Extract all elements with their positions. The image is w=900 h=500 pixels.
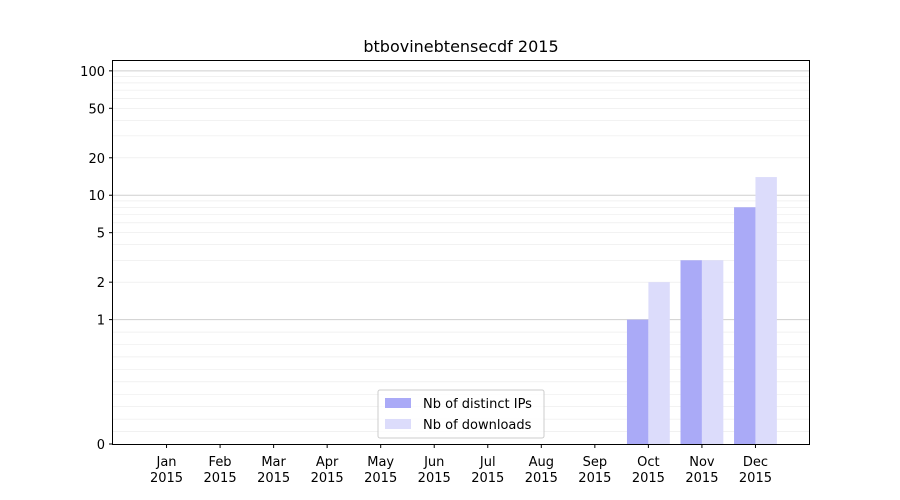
x-tick-label-year: 2015 [578,471,611,486]
legend-label-downloads: Nb of downloads [423,418,532,433]
x-tick-label-year: 2015 [739,471,772,486]
x-tick-label-month: Nov [689,455,715,470]
x-tick-label-year: 2015 [418,471,451,486]
legend-box [377,389,545,439]
x-tick-label-month: Jan [156,455,177,470]
y-tick-label: 100 [80,65,105,80]
y-tick-label: 5 [97,227,105,242]
x-tick-label-month: Jul [479,455,496,470]
legend-label-distinct-ips: Nb of distinct IPs [423,397,532,412]
x-tick-label-month: Sep [583,455,608,470]
x-tick-label-month: Oct [637,455,659,470]
legend-swatch-downloads [385,419,411,429]
x-tick-label-year: 2015 [471,471,504,486]
x-axis: Jan2015Feb2015Mar2015Apr2015May2015Jun20… [150,444,772,486]
x-tick-label-year: 2015 [204,471,237,486]
chart-title: btbovinebtensecdf 2015 [363,37,558,56]
x-tick-label-month: May [367,455,394,470]
x-tick-label-year: 2015 [150,471,183,486]
x-tick-label-month: Dec [743,455,768,470]
x-tick-label-year: 2015 [525,471,558,486]
y-tick-label: 2 [97,276,105,291]
bar-distinct-ips-oct [626,319,649,444]
x-tick-label-month: Apr [316,455,339,470]
bar-distinct-ips-nov [680,260,702,444]
y-axis: 0 1 2 5 10 20 50 100 [80,65,113,453]
x-tick-label-month: Aug [529,455,554,470]
x-tick-label-year: 2015 [257,471,290,486]
x-tick-label-year: 2015 [685,471,718,486]
x-tick-label-year: 2015 [364,471,397,486]
x-tick-label-month: Mar [261,455,286,470]
plot-frame [112,60,810,445]
x-tick-label-year: 2015 [632,471,665,486]
y-tick-label: 10 [88,189,105,204]
bar-downloads-oct [648,282,670,444]
x-tick-label-month: Jun [423,455,444,470]
legend-swatch-distinct-ips [385,398,411,408]
legend: Nb of distinct IPs Nb of downloads [377,389,545,439]
bars-layer [626,177,777,444]
grid-layer [113,70,809,432]
bar-downloads-nov [701,260,724,444]
y-tick-label: 20 [88,152,105,167]
y-tick-label: 50 [88,102,105,117]
y-tick-label: 0 [97,438,105,453]
bar-distinct-ips-dec [734,207,756,444]
bar-downloads-dec [755,177,777,444]
y-tick-label: 1 [97,314,105,329]
x-tick-label-year: 2015 [311,471,344,486]
x-tick-label-month: Feb [209,455,232,470]
